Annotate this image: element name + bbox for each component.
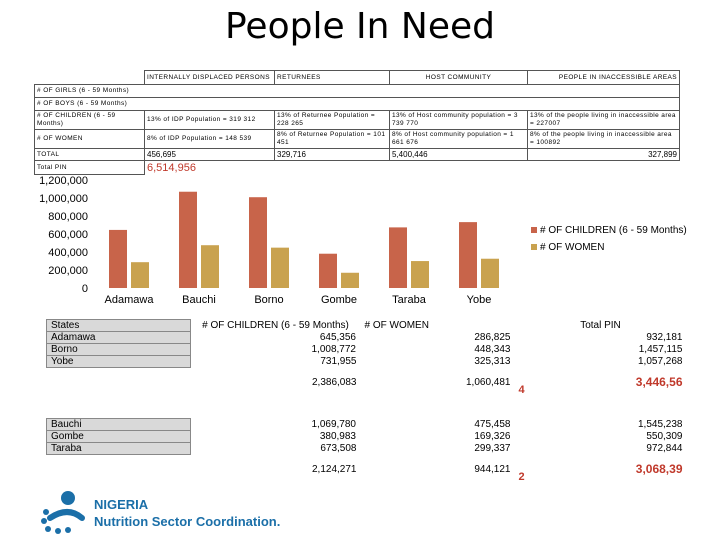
bar-women [341, 272, 359, 288]
header-idp: INTERNALLY DISPLACED PERSONS [144, 70, 275, 85]
women-sum: 944,121 [474, 464, 511, 475]
children-value: 1,008,772 [311, 343, 357, 355]
cell-total-inaccessible: 327,899 [527, 148, 680, 161]
bar-children [389, 227, 407, 288]
y-tick-label: 0 [82, 283, 88, 295]
children-value: 731,955 [320, 355, 357, 367]
women-value: 299,337 [474, 442, 511, 454]
x-tick-label: Gombe [321, 294, 357, 306]
cell-women-host: 8% of Host community population = 1 661 … [389, 129, 528, 149]
women-value: 475,458 [474, 418, 511, 430]
y-tick-label: 800,000 [48, 211, 88, 223]
total-sum: 3,446,56 [635, 375, 683, 389]
state-name: Borno [46, 343, 191, 356]
y-tick-label: 1,200,000 [39, 175, 88, 187]
women-value: 169,326 [474, 430, 511, 442]
state-name: Taraba [46, 442, 191, 455]
row-label-total-pin: Total PIN [34, 160, 145, 175]
children-header: # OF CHILDREN (6 - 59 Months) [202, 319, 349, 331]
legend-label: # OF CHILDREN (6 - 59 Months) [540, 225, 687, 236]
y-tick-label: 1,000,000 [39, 193, 88, 205]
table-corner [35, 71, 145, 85]
page-title: People In Need [225, 6, 495, 47]
cell-children-host: 13% of Host community population = 3 739… [389, 110, 528, 130]
bar-women [201, 245, 219, 288]
header-host-community: HOST COMMUNITY [389, 70, 528, 85]
total-value: 550,309 [646, 430, 683, 442]
bar-women [271, 247, 289, 288]
women-sum: 1,060,481 [466, 377, 511, 388]
bar-children [179, 191, 197, 288]
state-name: Gombe [46, 430, 191, 443]
y-tick-label: 400,000 [48, 247, 88, 259]
row-label-girls: # OF GIRLS (6 - 59 Months) [34, 84, 680, 98]
cell-children-idp: 13% of IDP Population = 319 312 [144, 110, 275, 130]
total-value: 1,057,268 [638, 355, 683, 367]
x-tick-label: Taraba [392, 294, 427, 306]
state-name: Bauchi [46, 418, 191, 431]
row-label-boys: # OF BOYS (6 - 59 Months) [34, 97, 680, 111]
x-tick-label: Bauchi [182, 294, 216, 306]
women-value: 448,343 [474, 343, 511, 355]
state-group-table-1: States # OF CHILDREN (6 - 59 Months) # O… [46, 319, 687, 398]
header-inaccessible: PEOPLE IN INACCESSIBLE AREAS [527, 70, 680, 85]
logo-country: NIGERIA [94, 497, 149, 512]
row-label-total: TOTAL [34, 148, 145, 161]
state-name: Yobe [46, 355, 191, 368]
people-in-need-table: INTERNALLY DISPLACED PERSONS RETURNEES H… [34, 70, 680, 175]
cell-women-returnees: 8% of Returnee Population = 101 451 [274, 129, 390, 149]
children-value: 645,356 [319, 331, 356, 343]
bar-children [109, 229, 127, 288]
state-group-table-2: Bauchi 1,069,780 475,458 1,545,238 Gombe… [46, 418, 687, 485]
children-value: 380,983 [319, 430, 356, 442]
y-tick-label: 200,000 [48, 265, 88, 277]
y-tick-label: 600,000 [48, 229, 88, 241]
legend-label: # OF WOMEN [540, 242, 604, 253]
cell-children-inaccessible: 13% of the people living in inaccessible… [527, 110, 680, 130]
group-number: 4 [518, 384, 525, 396]
cell-women-inaccessible: 8% of the people living in inaccessible … [527, 129, 680, 149]
women-value: 325,313 [474, 355, 511, 367]
children-value: 1,069,780 [311, 418, 357, 430]
women-header: # OF WOMEN [364, 319, 429, 331]
total-sum: 3,068,39 [635, 462, 683, 476]
nutrition-logo-icon [41, 491, 85, 534]
cell-total-idp: 456,695 [144, 148, 275, 161]
x-tick-label: Adamawa [105, 294, 155, 306]
cell-total-returnees: 329,716 [274, 148, 390, 161]
children-sum: 2,386,083 [312, 377, 357, 388]
bar-chart: 0 200,000 400,000 600,000 800,000 1,000,000 1,… [39, 175, 687, 306]
states-header: States [46, 319, 191, 332]
row-label-children: # OF CHILDREN (6 - 59 Months) [34, 110, 145, 130]
cell-total-pin: 6,514,956 [147, 161, 196, 174]
header-returnees: RETURNEES [274, 70, 390, 85]
row-label-women: # OF WOMEN [34, 129, 145, 149]
total-value: 1,545,238 [638, 418, 683, 430]
bar-women [481, 258, 499, 288]
total-pin-header: Total PIN [580, 319, 621, 331]
total-value: 932,181 [646, 331, 683, 343]
state-name: Adamawa [46, 331, 191, 344]
legend-swatch [531, 244, 537, 250]
total-value: 1,457,115 [638, 343, 683, 355]
bar-children [459, 222, 477, 288]
x-tick-label: Yobe [467, 294, 492, 306]
children-sum: 2,124,271 [312, 464, 357, 475]
cell-women-idp: 8% of IDP Population = 148 539 [144, 129, 275, 149]
x-tick-label: Borno [254, 294, 283, 306]
women-value: 286,825 [474, 331, 511, 343]
bar-children [249, 197, 267, 288]
bar-children [319, 253, 337, 288]
bar-women [411, 261, 429, 288]
group-number: 2 [518, 471, 525, 483]
bar-women [131, 262, 149, 288]
cell-total-host: 5,400,446 [389, 148, 528, 161]
cell-children-returnees: 13% of Returnee Population = 228 265 [274, 110, 390, 130]
total-value: 972,844 [646, 442, 683, 454]
legend-swatch [531, 227, 537, 233]
children-value: 673,508 [320, 442, 357, 454]
logo-tagline: Nutrition Sector Coordination. [94, 514, 281, 529]
